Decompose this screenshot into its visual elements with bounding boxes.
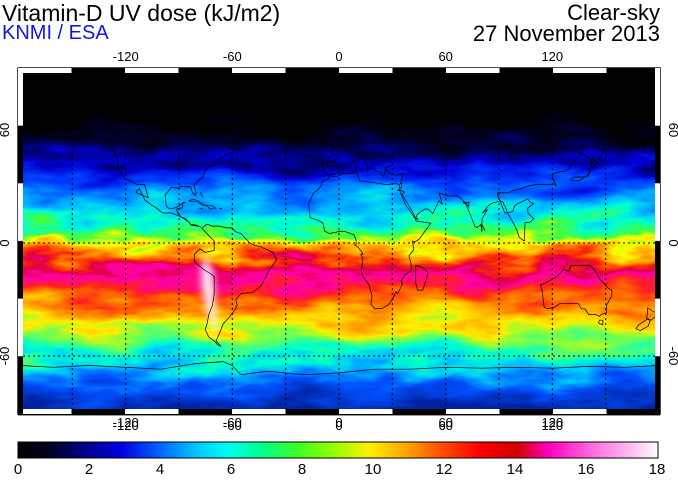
svg-text:-60: -60	[666, 347, 678, 366]
svg-text:60: 60	[438, 415, 452, 430]
svg-text:60: 60	[438, 49, 452, 64]
svg-text:-120: -120	[113, 49, 139, 64]
svg-text:0: 0	[335, 415, 342, 430]
svg-text:14: 14	[507, 461, 524, 478]
svg-text:6: 6	[227, 461, 235, 478]
svg-text:-60: -60	[223, 49, 242, 64]
svg-text:8: 8	[298, 461, 306, 478]
svg-text:0: 0	[666, 239, 678, 246]
svg-text:120: 120	[541, 415, 563, 430]
svg-text:60: 60	[666, 123, 678, 137]
svg-text:-120: -120	[113, 415, 139, 430]
svg-text:-60: -60	[0, 347, 12, 366]
svg-text:60: 60	[0, 123, 12, 137]
svg-text:0: 0	[0, 239, 12, 246]
svg-text:0: 0	[335, 49, 342, 64]
svg-text:2: 2	[85, 461, 93, 478]
svg-text:120: 120	[541, 49, 563, 64]
svg-text:18: 18	[649, 461, 666, 478]
svg-text:12: 12	[436, 461, 453, 478]
svg-text:-60: -60	[223, 415, 242, 430]
svg-text:16: 16	[578, 461, 595, 478]
svg-text:4: 4	[156, 461, 164, 478]
svg-text:10: 10	[365, 461, 382, 478]
svg-text:0: 0	[14, 461, 22, 478]
